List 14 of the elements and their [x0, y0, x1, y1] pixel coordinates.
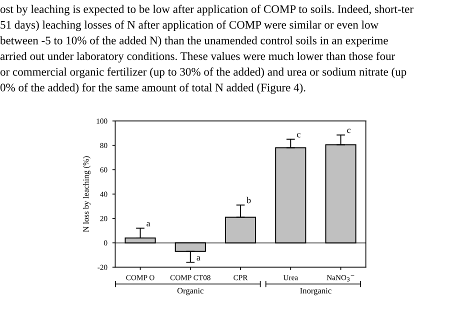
annotation: a — [196, 256, 200, 260]
text: or commercial organic fertilizer (up to 30% of the added) and urea or sodium nitrate (up — [0, 68, 406, 78]
annotation: c — [297, 133, 300, 138]
annotation: c — [347, 128, 351, 134]
text: 51 days) leaching losses of N after application of COMP were similar or even low — [0, 20, 379, 32]
annotation: a — [146, 222, 150, 226]
text: arried out under laboratory conditions. These values were much lower than those four — [0, 52, 396, 62]
annotation: b — [246, 196, 251, 204]
text: Organic — [177, 288, 204, 296]
text: 0% of the added) for the same amount of total N added (Figure 4). — [0, 83, 306, 94]
text: ost by leaching is expected to be low after application of COMP to soils. Indeed, short-ter — [0, 4, 414, 16]
text: Inorganic — [300, 288, 332, 296]
text: between -5 to 10% of the added N) than the unamended control soils in an experime — [0, 36, 388, 47]
y-axis-title: N loss by leaching (%) — [82, 156, 91, 232]
